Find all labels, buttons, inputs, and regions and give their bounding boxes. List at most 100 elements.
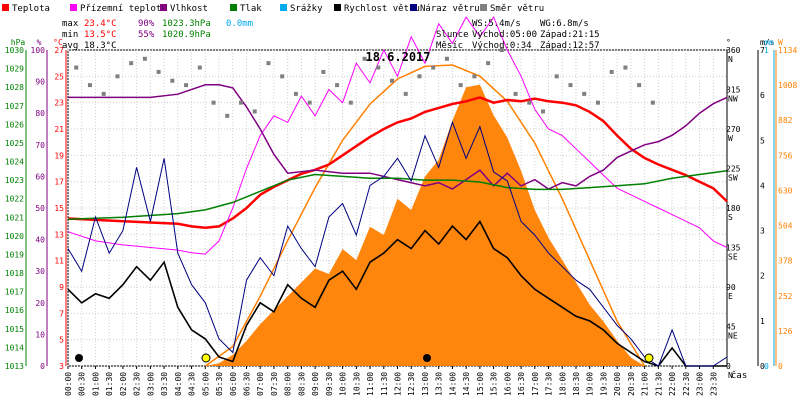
x-tick-label: 07:30: [270, 372, 279, 396]
humidity-axis-tick: 10: [35, 330, 45, 339]
temperature-axis-tick: 17: [54, 178, 64, 187]
hpa-axis-tick: 1019: [5, 250, 24, 259]
direction-axis-tick: 90: [726, 283, 736, 292]
sun-set-marker: [644, 353, 654, 363]
wind-axis-tick: 5: [760, 136, 765, 145]
stat-sun-label: Slunce: [436, 30, 469, 40]
humidity-axis-tick: 0: [40, 362, 45, 371]
wind-direction-point: [307, 100, 312, 105]
wind-direction-point: [238, 100, 243, 105]
wind-direction-point: [362, 56, 367, 61]
x-tick-label: 02:30: [133, 372, 142, 396]
stat-min-label: min: [62, 30, 78, 40]
temperature-axis-tick: 19: [54, 151, 64, 160]
x-tick-label: 09:30: [325, 372, 334, 396]
x-tick-label: 20:00: [613, 372, 622, 396]
temperature-line: [67, 96, 728, 230]
stat-max-hum: 90%: [138, 19, 155, 29]
hpa-axis-unit: hPa: [11, 38, 26, 47]
hpa-axis-tick: 1026: [5, 120, 24, 129]
x-tick-label: 13:00: [421, 372, 430, 396]
wind-direction-point: [197, 65, 202, 70]
x-tick-label: 19:00: [586, 372, 595, 396]
x-tick-label: 17:00: [531, 372, 540, 396]
legend-label: Srážky: [290, 4, 323, 14]
compass-label: E: [728, 292, 733, 301]
wind-direction-point: [252, 109, 257, 114]
x-tick-label: 20:30: [627, 372, 636, 396]
wind-axis-tick: 7: [760, 46, 765, 55]
x-tick-label: 04:00: [174, 372, 183, 396]
humidity-axis-tick: 20: [35, 299, 45, 308]
humidity-axis-tick: 80: [35, 109, 45, 118]
humidity-axis-unit: %: [37, 38, 42, 47]
wind-direction-point: [444, 56, 449, 61]
stat-min-hum: 55%: [138, 30, 155, 40]
legend-label: Přízemní teplota: [80, 4, 167, 14]
hpa-axis-tick: 1023: [5, 176, 24, 185]
x-tick-label: 23:00: [696, 372, 705, 396]
compass-label: S: [728, 213, 733, 222]
wind-direction-point: [115, 74, 120, 79]
radiation-axis-tick: 1008: [778, 81, 797, 90]
compass-label: W: [728, 134, 733, 143]
rain-axis-unit: mm: [764, 38, 774, 47]
hpa-axis-tick: 1029: [5, 65, 24, 74]
humidity-axis-tick: 40: [35, 236, 45, 245]
x-tick-label: 00:30: [78, 372, 87, 396]
wind-direction-point: [417, 74, 422, 79]
x-tick-label: 12:30: [407, 372, 416, 396]
rain-axis-tick: 0: [764, 362, 769, 371]
wind-direction-point: [568, 83, 573, 88]
x-tick-label: 16:00: [503, 372, 512, 396]
x-tick-label: 22:30: [682, 372, 691, 396]
hpa-axis-tick: 1025: [5, 139, 24, 148]
direction-axis-tick: 135: [726, 244, 741, 253]
legend-label: Teplota: [12, 4, 50, 14]
direction-axis-unit: °: [726, 38, 731, 47]
x-tick-label: 07:00: [256, 372, 265, 396]
wind-direction-point: [541, 109, 546, 114]
x-tick-label: 12:00: [394, 372, 403, 396]
wind-direction-point: [431, 65, 436, 70]
wind-direction-point: [87, 83, 92, 88]
stat-avg-temp: 18.3°C: [84, 41, 117, 51]
wind-direction-point: [554, 74, 559, 79]
legend-swatch: [70, 4, 77, 11]
humidity-line: [68, 84, 728, 190]
hpa-axis-tick: 1014: [5, 343, 24, 352]
wind-direction-point: [184, 83, 189, 88]
x-tick-label: 01:00: [91, 372, 100, 396]
direction-axis-tick: 360: [726, 46, 741, 55]
x-tick-label: 08:30: [297, 372, 306, 396]
direction-axis-tick: 0: [726, 362, 731, 371]
stat-sun-rise: Východ:05:00: [472, 30, 537, 40]
wind-direction-point: [266, 61, 271, 66]
temperature-axis-tick: 11: [54, 257, 64, 266]
stat-wind-speed: WS:5.4m/s: [472, 19, 521, 29]
stat-min-press: 1020.9hPa: [162, 30, 211, 40]
temperature-axis-tick: 23: [54, 99, 64, 108]
humidity-axis-tick: 100: [31, 46, 46, 55]
humidity-axis-tick: 60: [35, 172, 45, 181]
x-tick-label: 02:00: [119, 372, 128, 396]
x-tick-label: 21:00: [641, 372, 650, 396]
direction-axis-tick: 270: [726, 125, 741, 134]
direction-axis-tick: 315: [726, 86, 741, 95]
x-tick-label: 09:00: [311, 372, 320, 396]
wind-direction-point: [403, 91, 408, 96]
wind-direction-point: [211, 100, 216, 105]
wind-direction-point: [335, 83, 340, 88]
compass-label: NE: [728, 332, 738, 341]
wind-direction-point: [458, 83, 463, 88]
wind-direction-point: [390, 78, 395, 83]
ground-temperature-line: [67, 16, 728, 255]
compass-label: N: [728, 371, 733, 380]
temperature-axis-tick: 3: [59, 362, 64, 371]
wind-direction-point: [293, 91, 298, 96]
wind-axis-tick: 3: [760, 227, 765, 236]
svg-text:max: max: [62, 19, 79, 29]
wind-direction-point: [582, 91, 587, 96]
radiation-axis-tick: 756: [778, 151, 793, 160]
